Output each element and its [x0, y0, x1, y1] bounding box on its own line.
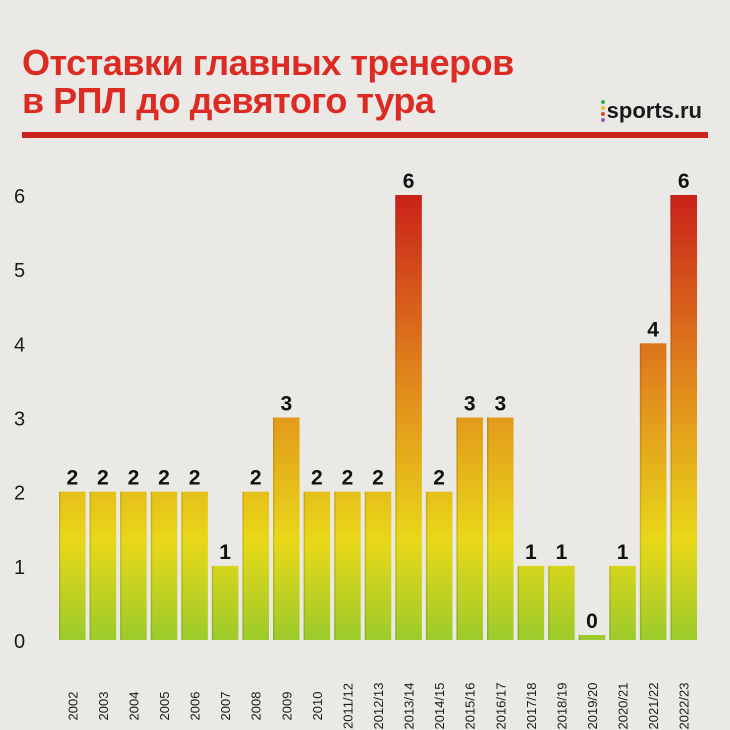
bar-2012-13: [364, 491, 392, 640]
chart-title-line-2: в РПЛ до девятого тура: [22, 80, 435, 121]
x-tick-label: 2016/17: [493, 683, 508, 730]
bar-2010: [303, 491, 331, 640]
y-tick-label: 4: [14, 334, 25, 356]
data-label: 6: [403, 170, 415, 193]
data-label: 0: [586, 610, 598, 633]
bar-2002: [59, 491, 86, 640]
x-tick-label: 2004: [126, 692, 141, 721]
bar-edge: [609, 565, 611, 640]
bar-2018-19: [548, 565, 575, 640]
data-label: 1: [556, 541, 568, 564]
bar-edge: [150, 491, 153, 640]
y-tick-label: 6: [14, 186, 25, 208]
x-tick-label: 2019/20: [585, 683, 600, 730]
brand-logo: sports.ru: [600, 98, 702, 124]
data-label: 2: [128, 467, 140, 490]
bar-2014-15: [425, 491, 453, 640]
x-tick-label: 2021/22: [646, 683, 661, 730]
bar-2008: [242, 491, 269, 640]
x-tick-label: 2020/21: [616, 683, 631, 730]
bar-edge: [273, 417, 275, 640]
brand-name: sports.ru: [606, 98, 702, 123]
y-tick-label: 0: [14, 631, 25, 653]
bar-edge: [517, 565, 520, 640]
data-label: 2: [158, 467, 170, 490]
bar-2006: [181, 491, 208, 640]
x-tick-label: 2008: [249, 692, 264, 721]
data-label: 2: [311, 467, 323, 490]
x-tick-label: 2010: [310, 692, 325, 721]
bar-edge: [670, 195, 672, 640]
x-tick-label: 2005: [157, 692, 172, 721]
x-tick-label: 2011/12: [340, 683, 355, 729]
y-tick-label: 5: [14, 260, 25, 282]
y-tick-label: 1: [14, 557, 25, 579]
x-tick-label: 2006: [188, 692, 203, 721]
x-tick-label: 2009: [279, 692, 294, 721]
bar-2016-17: [487, 417, 514, 640]
bar-2019-20: [578, 635, 606, 640]
x-tick-label: 2002: [65, 692, 80, 721]
bar-edge: [639, 343, 642, 640]
y-tick-label: 3: [14, 409, 25, 431]
bar-edge: [242, 491, 244, 640]
bar-edge: [303, 491, 306, 640]
data-label: 2: [372, 467, 384, 490]
x-tick-label: 2018/19: [554, 683, 569, 730]
x-tick-label: 2015/16: [463, 683, 478, 730]
bar-2003: [89, 491, 117, 640]
data-label: 3: [464, 393, 476, 416]
bar-edge: [364, 491, 367, 640]
data-label: 2: [66, 467, 78, 490]
bar-2007: [211, 565, 239, 640]
bar-2004: [120, 491, 147, 640]
bar-edge: [487, 417, 489, 640]
bar-2022-23: [670, 195, 697, 640]
chart-title: Отставки главных тренеров в РПЛ до девят…: [22, 44, 514, 120]
x-tick-label: 2007: [218, 692, 233, 721]
data-label: 3: [280, 393, 292, 416]
bar-2015-16: [456, 417, 483, 640]
data-label: 2: [342, 467, 354, 490]
data-label: 1: [525, 541, 537, 564]
bar-edge: [120, 491, 122, 640]
bar-edge: [578, 635, 581, 640]
data-label: 4: [647, 318, 659, 341]
data-label: 2: [250, 467, 262, 490]
y-tick-label: 2: [14, 483, 25, 505]
bar-2020-21: [609, 565, 636, 640]
data-label: 1: [219, 541, 231, 564]
x-tick-label: 2022/23: [677, 683, 692, 730]
data-label: 2: [189, 467, 201, 490]
data-label: 1: [617, 541, 629, 564]
bar-edge: [211, 565, 214, 640]
bar-edge: [395, 195, 397, 640]
data-label: 3: [494, 393, 506, 416]
x-tick-label: 2013/14: [402, 683, 417, 730]
bar-edge: [456, 417, 458, 640]
bar-edge: [334, 491, 336, 640]
x-tick-label: 2014/15: [432, 683, 447, 730]
bar-2005: [150, 491, 178, 640]
x-tick-label: 2017/18: [524, 683, 539, 730]
data-label: 6: [678, 170, 690, 193]
bar-2017-18: [517, 565, 545, 640]
bar-2009: [273, 417, 300, 640]
data-label: 2: [97, 467, 109, 490]
sports-ru-dots-icon: [600, 100, 605, 122]
bar-edge: [548, 565, 550, 640]
bar-2021-22: [639, 343, 667, 640]
bar-edge: [181, 491, 183, 640]
bar-edge: [89, 491, 92, 640]
title-rule: [22, 132, 708, 138]
x-tick-label: 2003: [96, 692, 111, 721]
bar-edge: [425, 491, 428, 640]
bar-2013-14: [395, 195, 422, 640]
bar-edge: [59, 491, 61, 640]
bar-2011-12: [334, 491, 361, 640]
data-label: 2: [433, 467, 445, 490]
chart-title-line-1: Отставки главных тренеров: [22, 42, 514, 83]
x-tick-label: 2012/13: [371, 683, 386, 730]
